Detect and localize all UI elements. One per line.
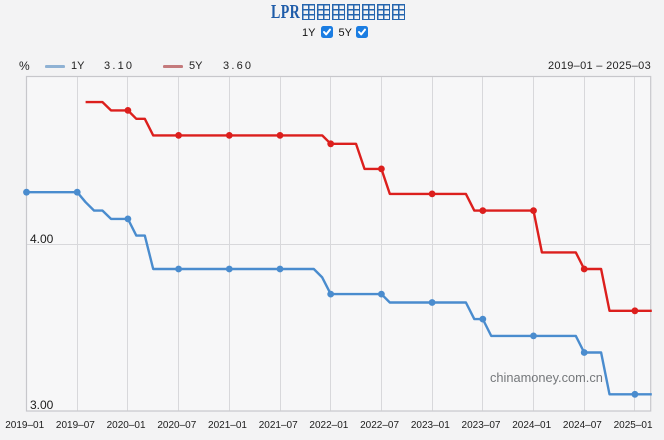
svg-text:3.00: 3.00: [30, 398, 54, 412]
svg-text:2024–07: 2024–07: [563, 420, 602, 431]
svg-text:2024–01: 2024–01: [512, 420, 551, 431]
svg-text:2025–01: 2025–01: [614, 420, 653, 431]
svg-text:2022–01: 2022–01: [309, 420, 348, 431]
svg-text:2020–01: 2020–01: [107, 420, 146, 431]
svg-text:2021–07: 2021–07: [259, 420, 298, 431]
svg-text:2019–07: 2019–07: [56, 420, 95, 431]
svg-text:2019–01: 2019–01: [5, 420, 44, 431]
svg-text:2023–07: 2023–07: [462, 420, 501, 431]
svg-text:2022–07: 2022–07: [360, 420, 399, 431]
svg-text:2020–07: 2020–07: [157, 420, 196, 431]
svg-text:2021–01: 2021–01: [208, 420, 247, 431]
svg-text:2023–01: 2023–01: [411, 420, 450, 431]
svg-text:4.00: 4.00: [30, 232, 54, 246]
